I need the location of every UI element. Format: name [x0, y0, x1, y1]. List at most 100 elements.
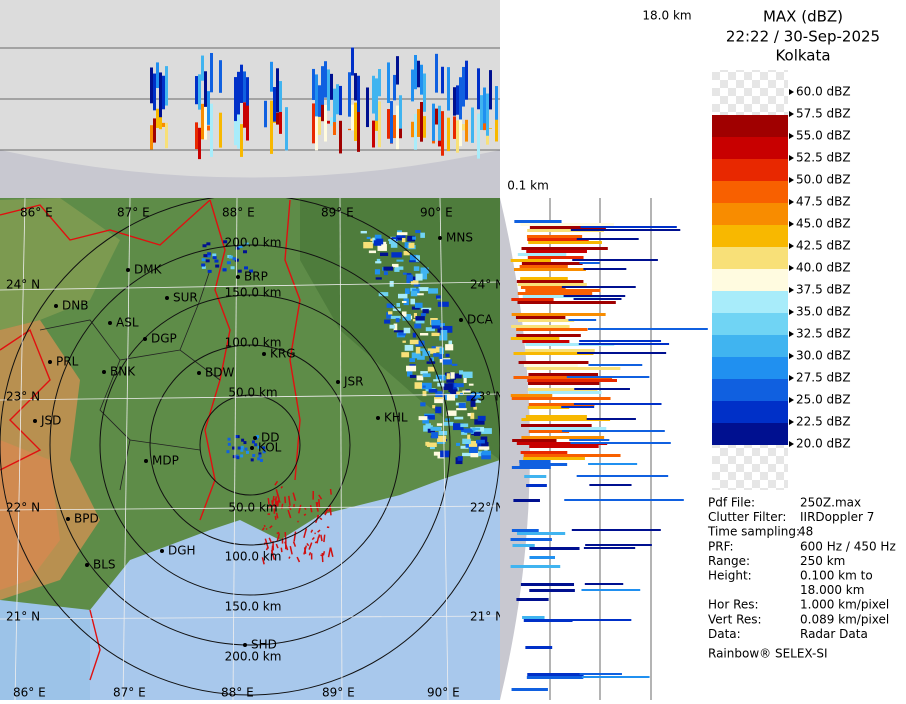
section-echo — [577, 238, 639, 240]
legend-label: 42.5 dBZ — [796, 239, 851, 253]
section-echo — [483, 88, 486, 124]
echo — [406, 366, 416, 372]
coast-feature — [277, 532, 279, 533]
lon-label: 89° E — [321, 206, 354, 220]
legend-swatch — [712, 137, 788, 159]
echo — [469, 447, 478, 453]
lon-label: 86° E — [20, 206, 53, 220]
echo — [411, 291, 417, 296]
echo — [259, 454, 262, 457]
section-echo — [522, 616, 544, 619]
section-echo — [165, 66, 168, 105]
coast-feature — [331, 489, 332, 495]
section-echo — [512, 688, 548, 691]
legend-swatch — [712, 247, 788, 269]
section-echo — [511, 565, 561, 568]
coast-feature — [317, 508, 318, 510]
section-echo — [387, 109, 390, 139]
section-echo — [521, 424, 592, 427]
legend-swatch — [712, 115, 788, 137]
section-echo — [521, 436, 604, 439]
section-echo — [514, 268, 586, 271]
echo — [462, 439, 471, 444]
section-echo — [511, 538, 552, 541]
legend-pointer — [789, 221, 794, 227]
section-echo — [162, 76, 165, 110]
section-echo — [270, 101, 273, 154]
legend-pointer — [789, 133, 794, 139]
lon-label: 86° E — [13, 686, 46, 700]
section-echo — [462, 67, 465, 107]
section-echo — [438, 106, 441, 141]
city-label: MDP — [152, 454, 179, 468]
lat-label: 24° N — [6, 278, 40, 292]
echo — [421, 383, 432, 389]
echo — [423, 391, 427, 396]
section-echo — [572, 259, 658, 261]
echo — [208, 270, 212, 273]
echo — [251, 458, 254, 461]
section-echo — [156, 62, 159, 88]
section-echo — [528, 256, 584, 259]
info-key: Height: — [708, 569, 752, 583]
legend-label: 27.5 dBZ — [796, 371, 851, 385]
section-echo — [522, 340, 569, 343]
section-echo — [462, 124, 465, 130]
section-echo — [495, 86, 498, 120]
section-echo — [393, 115, 396, 138]
section-echo — [588, 364, 642, 366]
info-key: Time sampling: — [707, 525, 800, 539]
echo — [402, 238, 406, 242]
echo — [459, 370, 463, 374]
section-echo — [417, 109, 420, 137]
info-key: Pdf File: — [708, 496, 755, 510]
section-echo — [285, 107, 288, 150]
section-echo — [562, 286, 636, 288]
section-echo — [511, 325, 569, 328]
info-value: 0.100 km to — [800, 569, 873, 583]
echo — [410, 340, 419, 344]
section-echo — [514, 220, 561, 223]
section-echo — [527, 379, 617, 382]
city-dot — [376, 416, 380, 420]
section-echo — [219, 113, 222, 148]
section-echo — [339, 86, 342, 115]
coast-feature — [305, 508, 306, 510]
city-label: KRG — [270, 347, 296, 361]
echo — [415, 230, 420, 233]
section-echo — [456, 120, 459, 152]
echo — [233, 257, 237, 260]
section-echo — [198, 128, 201, 159]
legend-label: 20.0 dBZ — [796, 437, 851, 451]
section-echo — [588, 463, 637, 465]
city-dot — [48, 360, 52, 364]
section-echo — [273, 87, 276, 122]
section-echo — [276, 68, 279, 112]
city-label: JSD — [40, 414, 61, 428]
section-echo — [210, 104, 213, 157]
echo — [439, 431, 447, 435]
legend-pointer — [789, 397, 794, 403]
legend-swatch — [712, 357, 788, 379]
city-dot — [459, 318, 463, 322]
info-key: PRF: — [708, 539, 734, 553]
section-echo — [527, 235, 582, 238]
section-echo — [459, 77, 462, 119]
section-echo — [580, 673, 622, 675]
section-echo — [312, 103, 315, 143]
city-dot — [236, 275, 240, 279]
echo — [383, 267, 393, 271]
section-echo — [420, 102, 423, 142]
echo — [397, 232, 408, 235]
section-echo — [564, 295, 626, 297]
section-echo — [348, 72, 351, 116]
info-value: 1.000 km/pixel — [800, 598, 889, 612]
echo — [402, 341, 405, 343]
section-echo — [513, 499, 540, 502]
echo — [206, 242, 210, 245]
coast-feature — [289, 557, 290, 559]
echo — [439, 347, 443, 354]
echo — [240, 449, 243, 452]
section-echo — [528, 241, 602, 244]
